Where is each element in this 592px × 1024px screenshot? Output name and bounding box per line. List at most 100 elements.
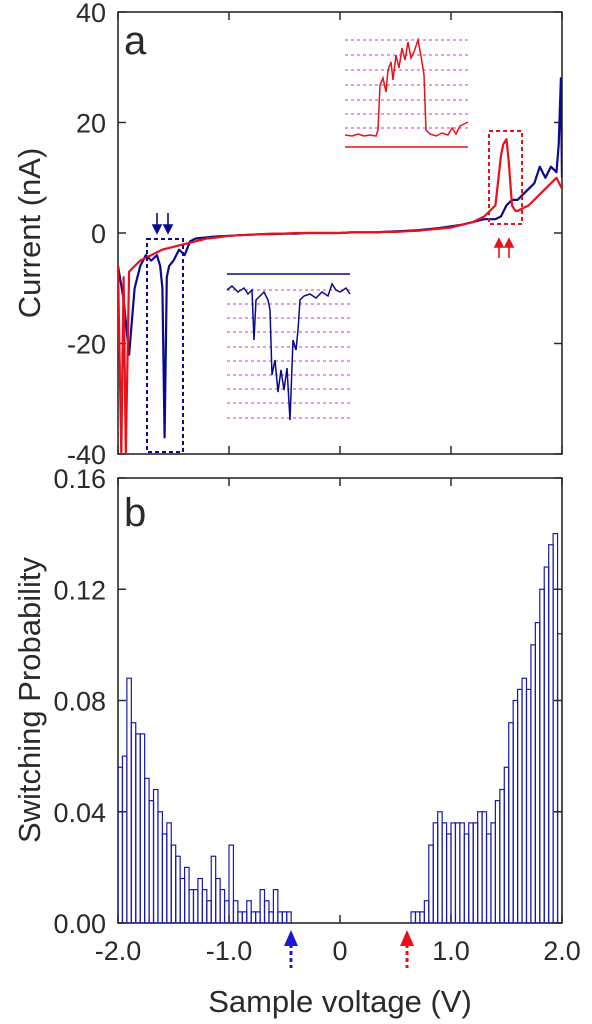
histogram-bar [237,911,243,923]
panel-b-x-tick-label: -2.0 [95,936,142,966]
panel-a-y-tick-label: -40 [67,440,106,470]
histogram-bar [556,633,562,923]
histogram-bar [228,844,235,923]
blue-switch-box [146,238,184,453]
histogram-bar [419,911,425,923]
panel-a-y-tick-label: 40 [76,0,106,28]
panel-b-x-tick-label: 2.0 [543,936,581,966]
histogram-bar [170,844,177,923]
panel-b-axis-ticks [117,477,563,924]
histogram-bar [543,566,550,923]
red-inset-trace [344,37,469,137]
histogram-bar [472,822,479,923]
histogram-bar [197,877,203,923]
histogram-bar [246,900,252,923]
red-up-arrows [493,237,515,258]
histogram-bar [552,533,559,923]
histogram-bar [441,822,448,923]
histogram-bar [459,822,465,923]
panel-b-x-tick-label: -1.0 [206,936,253,966]
blue-inset [226,273,351,421]
histogram-bar [184,866,190,923]
histogram-bar [241,911,248,923]
histogram-bar [414,911,421,923]
histogram-bar [272,889,279,923]
panel-a-y-tick-label: 20 [76,109,106,139]
panel-b-histogram [118,533,562,923]
histogram-bar [281,911,288,923]
histogram-bar [534,622,541,923]
histogram-bar [179,877,186,923]
histogram-bar [490,822,496,923]
histogram-bar [277,911,283,923]
histogram-bar [516,688,523,923]
histogram-bar [503,766,510,923]
panel-b-y-tick-label: 0.00 [53,909,106,939]
panel-a-annotations [146,37,523,453]
panel-b-x-tick-label: 1.0 [432,936,470,966]
histogram-bar [121,755,128,923]
panel-b-y-tick-label: 0.16 [53,464,106,494]
histogram-bar [539,588,545,923]
panel-a-series [118,77,562,454]
red-threshold-arrow [400,930,414,968]
red-inset [344,37,471,148]
histogram-bar [268,911,274,923]
histogram-bar [485,833,492,923]
histogram-bar [210,855,217,923]
panel-b-label: b [124,491,146,535]
blue-threshold-arrow [284,930,298,968]
histogram-bar [521,677,528,923]
histogram-bar [219,889,226,923]
panel-b-x-axis-title: Sample voltage (V) [208,984,472,1019]
histogram-bar [255,911,261,923]
histogram-bar [508,722,514,923]
panel-a-axis-ticks [117,11,563,455]
red-iv-curve [118,138,562,454]
histogram-bar [548,544,554,923]
histogram-bar [499,788,505,923]
histogram-bar [135,733,141,923]
histogram-bar [166,822,172,923]
panel-a-y-tick-label: -20 [67,330,106,360]
histogram-bar [286,911,292,923]
histogram-bar [130,722,137,923]
histogram-bar [259,889,266,923]
histogram-bar [432,822,439,923]
histogram-bar [215,877,221,923]
panel-a-y-tick-label: 0 [91,219,106,249]
histogram-bar [192,889,199,923]
panel-b-y-tick-label: 0.12 [53,575,106,605]
red-switch-box [488,130,523,225]
panel-b-y-tick-labels: 0.16 0.12 0.08 0.04 0.00 [53,464,106,939]
blue-inset-trace [226,282,351,421]
histogram-bar [152,788,159,923]
histogram-bar [263,900,270,923]
histogram-bar [188,889,195,923]
histogram-bar [477,811,483,923]
panel-b-x-tick-labels: -2.0 -1.0 0 1.0 2.0 [95,936,581,966]
panel-a-label: a [124,19,147,63]
blue-iv-curve [118,77,562,439]
panel-b-y-tick-label: 0.04 [53,798,106,828]
panel-b-y-axis-title: Switching Probability [12,556,47,843]
histogram-bar [232,900,239,923]
histogram-bar [126,677,132,923]
histogram-bar [410,911,417,923]
histogram-bar [428,844,434,923]
histogram-bar [175,855,181,923]
blue-down-arrows [151,213,174,235]
histogram-bar [157,811,164,923]
histogram-bar [445,833,452,923]
histogram-bar [463,833,470,923]
histogram-bar [437,811,443,923]
histogram-bar [201,889,208,923]
histogram-bar [250,911,257,923]
histogram-bar [525,688,532,923]
histogram-bar [512,699,519,923]
histogram-bar [481,811,488,923]
panel-b-y-tick-label: 0.08 [53,687,106,717]
histogram-bar [494,800,501,923]
histogram-bar [148,800,155,923]
histogram-bar [161,833,168,923]
